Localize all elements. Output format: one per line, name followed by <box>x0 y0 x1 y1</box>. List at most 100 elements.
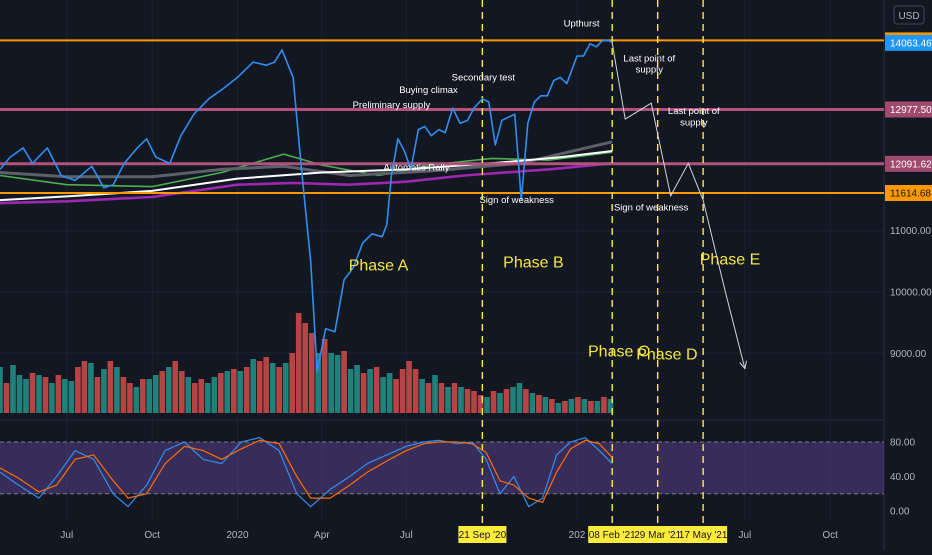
annotation-label: Preliminary supply <box>353 100 431 111</box>
currency-badge-label: USD <box>898 11 919 22</box>
volume-bar <box>263 357 269 413</box>
price-series <box>0 39 613 373</box>
volume-bar <box>269 363 276 413</box>
volume-bar <box>367 369 373 413</box>
volume-bar <box>354 365 360 413</box>
volume-bar <box>16 375 23 413</box>
volume-bar <box>406 361 412 413</box>
volume-bar <box>347 369 354 413</box>
volume-bar <box>536 395 542 413</box>
stochastic-lines <box>0 437 613 508</box>
grid-lines <box>0 0 885 550</box>
y-price-tag-label: 11614.68 <box>890 189 931 200</box>
volume-bar <box>198 379 205 413</box>
volume-bar <box>575 397 581 413</box>
ma-line-purple <box>0 162 613 205</box>
phase-dividers <box>481 0 704 532</box>
x-tick-label: Oct <box>144 530 160 541</box>
x-axis: Jul Oct 2020 Apr Jul 21 Sep '20 202 08 Feb '212… <box>60 526 838 543</box>
volume-bar <box>510 387 516 413</box>
volume-bar <box>75 367 81 413</box>
phase-label: Phase D <box>636 346 697 363</box>
price-line <box>0 39 613 373</box>
x-date-tag-label: 21 Sep '20 <box>459 530 507 541</box>
phase-label: Phase A <box>349 258 409 275</box>
volume-bar <box>549 399 555 413</box>
volume-bar <box>484 397 490 413</box>
x-date-tag-label: 08 Feb '21 <box>589 530 636 541</box>
volume-bar <box>88 363 94 413</box>
volume-bar <box>458 387 464 413</box>
volume-bar <box>120 377 127 413</box>
volume-bar <box>282 363 289 413</box>
volume-bar <box>224 371 231 413</box>
phase-label: Phase B <box>503 255 563 272</box>
x-tick-label: 202 <box>569 530 586 541</box>
phase-label: Phase C <box>588 343 649 360</box>
x-date-tag-label: 17 May '21 <box>679 530 728 541</box>
volume-bar <box>218 373 224 413</box>
annotation-label: Last point of <box>623 54 675 65</box>
volume-bar <box>581 399 588 413</box>
volume-bar <box>192 383 198 413</box>
annotation-label: Automatic Rally <box>384 163 450 174</box>
stochastic-tick-label: 0.00 <box>890 507 910 518</box>
volume-bar <box>231 369 237 413</box>
x-date-tag <box>458 526 507 543</box>
volume-bar <box>568 399 575 413</box>
volume-bar <box>3 383 10 413</box>
ma-line-white <box>0 150 613 202</box>
projection-arrowhead <box>739 360 747 370</box>
volume-bar <box>289 353 295 413</box>
volume-bar <box>315 353 321 413</box>
volume-bar <box>42 377 49 413</box>
volume-bar <box>334 355 341 413</box>
volume-bar <box>477 395 484 413</box>
volume-bar <box>419 379 425 413</box>
volume-bar <box>114 367 120 413</box>
volume-bar <box>328 353 334 413</box>
stochastic-band <box>0 441 884 495</box>
x-tick-label: 2020 <box>226 530 249 541</box>
volume-bar <box>302 323 308 413</box>
volume-bar <box>81 361 88 413</box>
x-tick-label: Jul <box>739 530 752 541</box>
y-axis: 14104.6914063.4612977.5012091.6211614.68… <box>885 32 932 518</box>
volume-bar <box>471 391 477 413</box>
volume-bar <box>523 389 529 413</box>
annotation-label: Upthurst <box>564 19 600 30</box>
y-price-tag-label: 14063.46 <box>890 38 932 49</box>
volume-bar <box>542 397 549 413</box>
stochastic-tick-label: 80.00 <box>890 438 915 449</box>
volume-bar <box>386 373 393 413</box>
volume-bar <box>29 373 36 413</box>
volume-bars <box>0 313 614 413</box>
currency-badge-box <box>893 5 925 25</box>
y-price-tag <box>885 34 932 51</box>
projection-line <box>611 42 746 369</box>
x-date-tag <box>588 526 637 543</box>
x-tick-label: Oct <box>822 530 838 541</box>
annotation-label: Last point of <box>668 106 720 117</box>
y-price-tag <box>885 155 932 172</box>
y-price-tag <box>885 185 932 201</box>
x-date-tag-label: 29 Mar '21 <box>634 530 681 541</box>
moving-averages <box>0 140 613 205</box>
y-price-tag-label: 12977.50 <box>890 105 932 116</box>
volume-bar <box>562 401 568 413</box>
horizontal-levels <box>0 39 884 195</box>
currency-badge[interactable]: USD <box>893 5 925 25</box>
volume-bar <box>607 399 614 413</box>
volume-bar <box>425 383 432 413</box>
volume-bar <box>94 377 101 413</box>
annotation-label: Buying climax <box>399 85 458 96</box>
x-date-tag <box>633 526 682 543</box>
volume-bar <box>399 369 406 413</box>
volume-bar <box>211 377 218 413</box>
y-price-tag <box>885 101 932 118</box>
volume-bar <box>341 351 347 413</box>
x-tick-label: Jul <box>60 530 73 541</box>
